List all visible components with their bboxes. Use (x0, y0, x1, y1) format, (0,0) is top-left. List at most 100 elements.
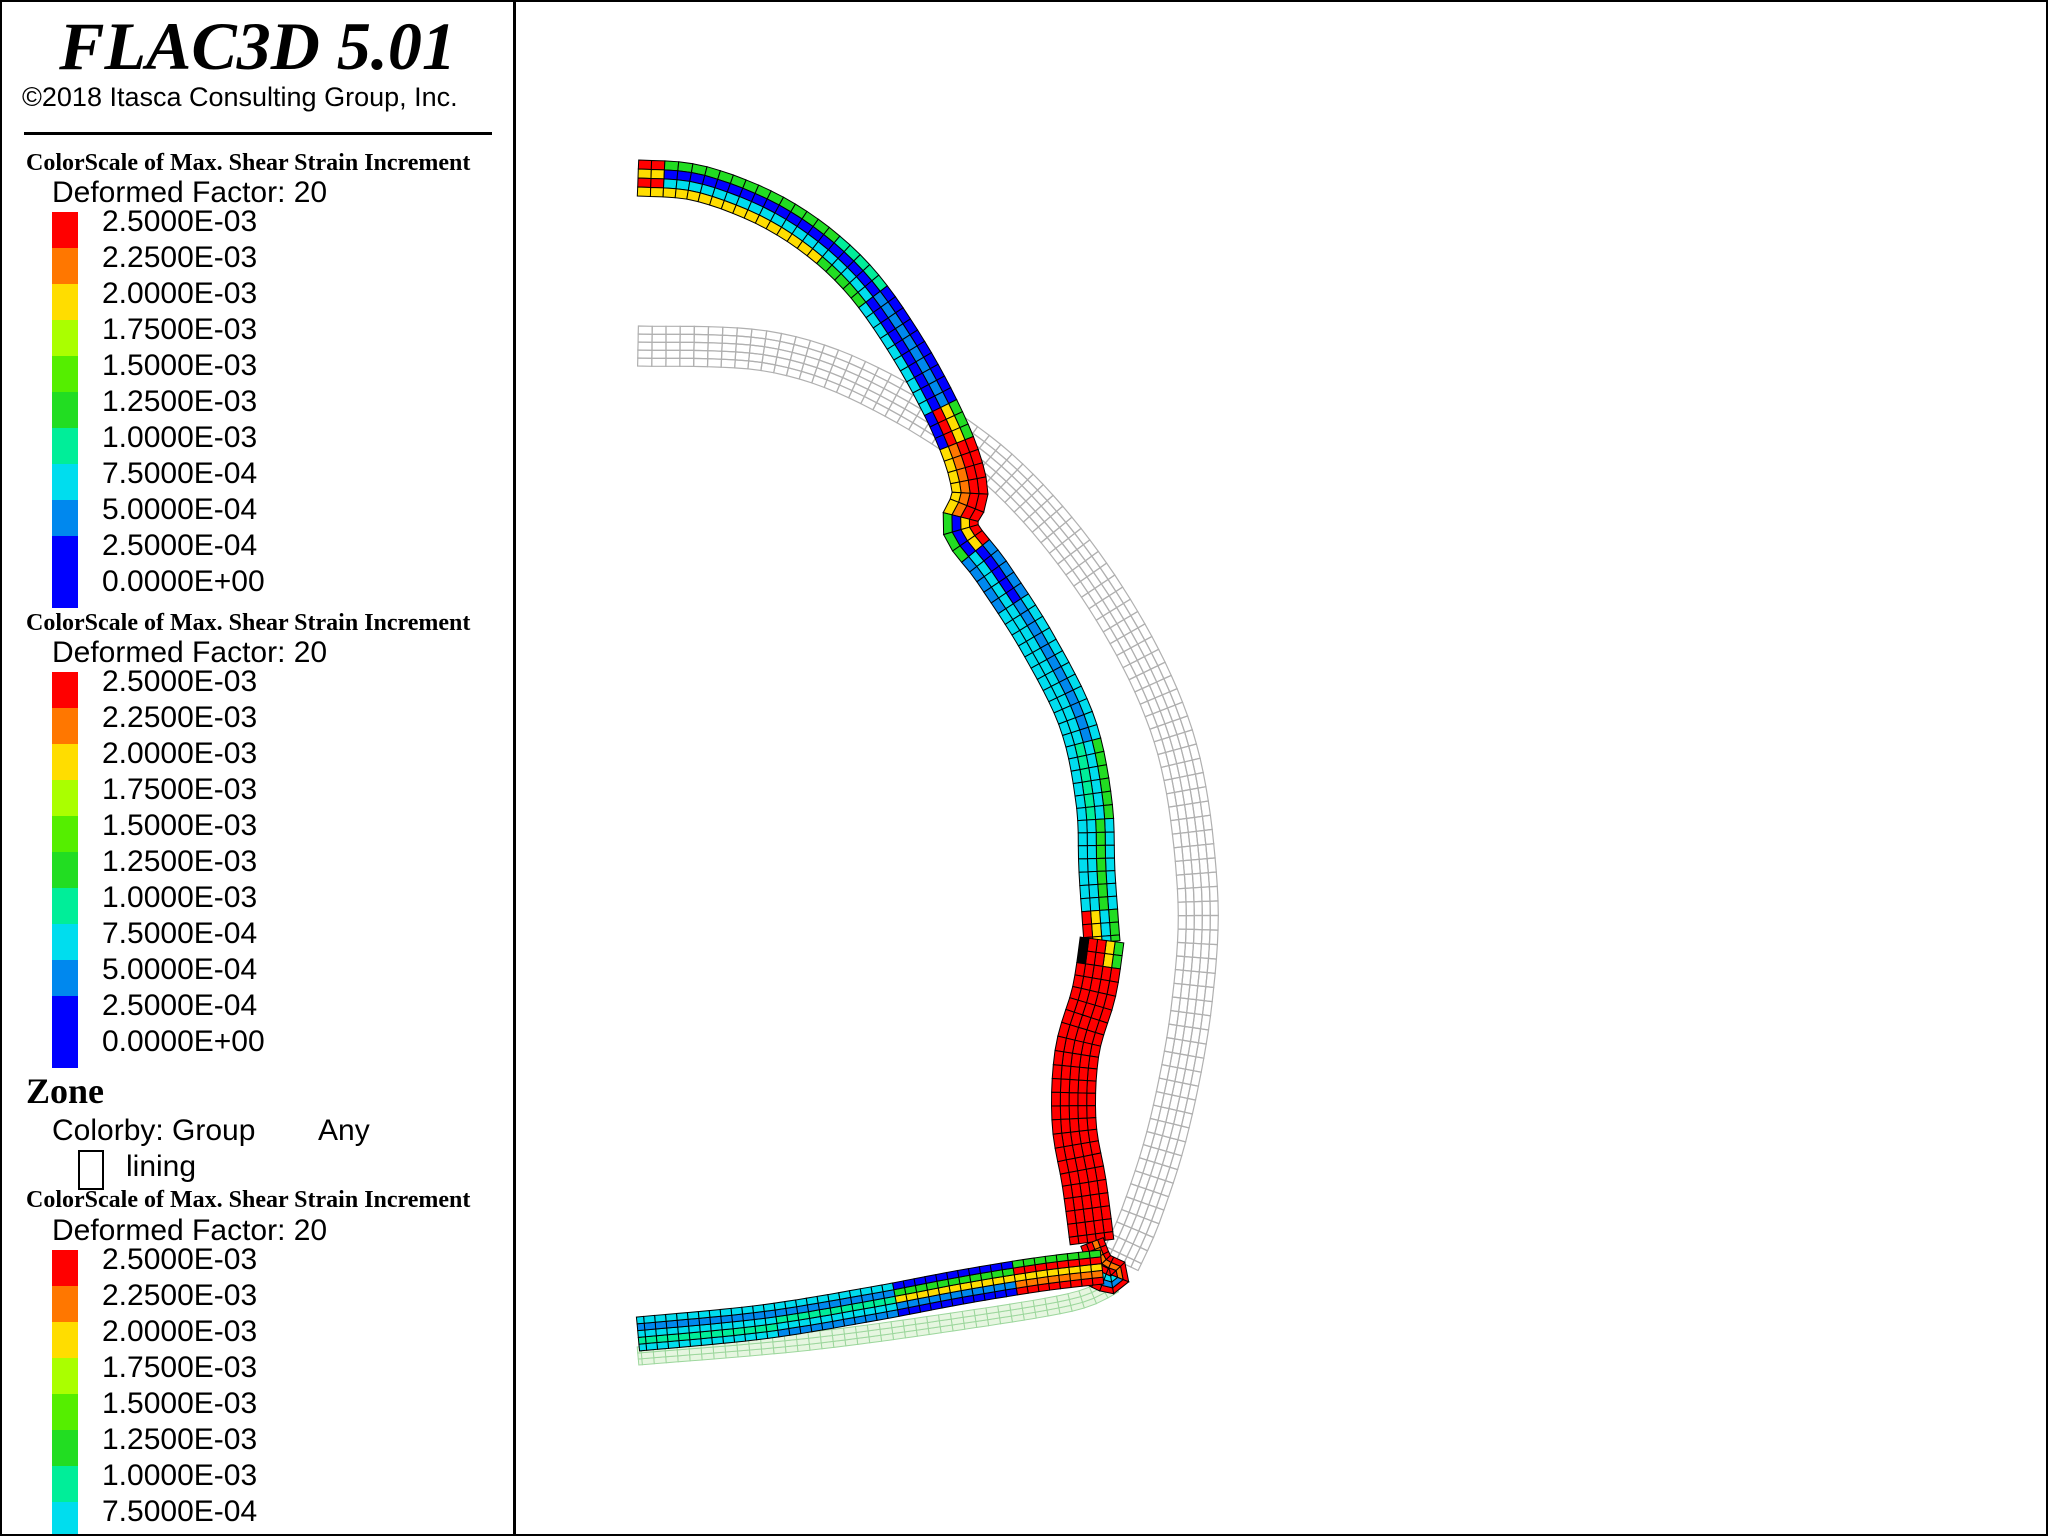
mesh-zone (1086, 857, 1098, 873)
mesh-zone (1175, 873, 1187, 890)
mesh-zone (1063, 1197, 1076, 1213)
mesh-zone (637, 341, 653, 351)
mesh-zone (1086, 1117, 1098, 1131)
mesh-zone (679, 333, 695, 344)
mesh-zone (854, 1324, 869, 1334)
mesh-zone (1086, 1080, 1097, 1094)
mesh-zone (794, 1297, 808, 1308)
mesh-zone (1051, 1077, 1062, 1093)
colorscale-label: 5.0000E-04 (102, 493, 258, 526)
mesh-zone (693, 341, 709, 352)
colorscale-label: 1.7500E-03 (102, 313, 258, 346)
mesh-zone (693, 325, 710, 336)
mesh-zone (686, 1311, 700, 1320)
mesh-zone (997, 1303, 1012, 1313)
colorscale-label: 2.5000E-03 (102, 205, 258, 238)
mesh-zone (707, 334, 724, 344)
mesh-zone (1061, 1184, 1074, 1200)
mesh-zone (679, 349, 695, 360)
mesh-zone (1086, 1105, 1097, 1119)
mesh-zone (637, 325, 653, 335)
colorscale-label: 7.5000E-04 (102, 1495, 258, 1528)
mesh-zone (1067, 1222, 1079, 1238)
colorscale-label: 2.2500E-03 (102, 241, 258, 274)
mesh-zone (760, 361, 777, 374)
mesh-zone (637, 1358, 643, 1366)
colorscale-swatch (52, 672, 78, 708)
colorscale-swatch (52, 780, 78, 816)
mesh-zone (1050, 1091, 1061, 1107)
mesh-zone (1020, 1299, 1035, 1309)
colorscale-label: 7.5000E-04 (102, 457, 258, 490)
mesh-zone (961, 1309, 976, 1318)
colorscale-swatch (52, 1502, 78, 1534)
mesh-zone (1074, 794, 1087, 809)
mesh-zone (637, 168, 652, 180)
colorscale-label: 1.5000E-03 (102, 809, 258, 842)
mesh-zone (1130, 1259, 1143, 1272)
mesh-zone (1088, 1249, 1102, 1259)
lining-group-label: lining (126, 1150, 197, 1183)
mesh-zone (1080, 897, 1092, 913)
mesh-zone (1106, 882, 1118, 898)
mesh-zone (1077, 1105, 1088, 1120)
colorscale-swatch (52, 1430, 78, 1466)
mesh-zone (1100, 922, 1112, 937)
mesh-zone (708, 1308, 722, 1318)
colorscale-label: 5.0000E-04 (102, 953, 258, 986)
colorscale-label: 1.5000E-03 (102, 349, 258, 382)
mesh-zone (1077, 1234, 1089, 1245)
mesh-zone (1085, 805, 1097, 821)
mesh-zone (637, 159, 653, 171)
mesh-zone (679, 341, 695, 352)
mesh-zone (1090, 909, 1102, 925)
mesh-zone (881, 1282, 895, 1293)
mesh-zone (878, 1321, 893, 1330)
mesh-zone (1209, 914, 1219, 931)
mesh-zone (1097, 883, 1109, 898)
mesh-zone (819, 1328, 833, 1338)
mesh-zone (762, 1302, 776, 1312)
colorscale-label: 1.0000E-03 (102, 1459, 258, 1492)
mesh-zone (1098, 896, 1110, 911)
mesh-zone (1099, 909, 1111, 924)
mesh-zone (784, 1299, 798, 1309)
zone-title: Zone (26, 1071, 105, 1111)
mesh-zone (1173, 846, 1184, 863)
colorscale-label: 1.0000E-03 (102, 421, 258, 454)
colorscale-label: 1.7500E-03 (102, 773, 258, 806)
mesh-zone (913, 1276, 927, 1287)
mesh-zone (1065, 1209, 1077, 1225)
mesh-zone (1059, 1105, 1071, 1120)
colorscale-swatch (52, 284, 78, 320)
mesh-zone (1155, 1077, 1168, 1095)
mesh-zone (649, 186, 665, 198)
mesh-zone (1091, 922, 1103, 938)
mesh-zone (651, 341, 667, 351)
mesh-zone (1163, 1036, 1176, 1054)
colorscale-swatch (52, 744, 78, 780)
colorscale-2-deformed-factor: Deformed Factor: 20 (52, 636, 328, 669)
mesh-zone (1069, 1065, 1081, 1081)
colorscale-swatch (52, 392, 78, 428)
colorscale-label: 7.5000E-04 (102, 917, 258, 950)
mesh-zone (1009, 1301, 1023, 1311)
mesh-zone (1070, 769, 1083, 785)
mesh-zone (967, 1266, 981, 1276)
deformed-lining-plot[interactable] (516, 4, 2046, 1534)
colorscale-label: 2.5000E-03 (102, 1243, 258, 1276)
mesh-zone (720, 350, 737, 361)
mesh-zone (734, 359, 750, 370)
mesh-zone (1081, 910, 1093, 926)
mesh-zone (890, 1319, 905, 1329)
mesh-zone (1095, 857, 1107, 872)
mesh-zone (1048, 547, 1066, 565)
mesh-zone (706, 358, 723, 368)
mesh-zone (1068, 1105, 1079, 1120)
colorscale-label: 0.0000E+00 (102, 1025, 265, 1058)
mesh-zone (1200, 929, 1211, 945)
mesh-zone (1022, 1257, 1036, 1267)
mesh-zone (1050, 1105, 1062, 1121)
mesh-zone (989, 1262, 1003, 1273)
